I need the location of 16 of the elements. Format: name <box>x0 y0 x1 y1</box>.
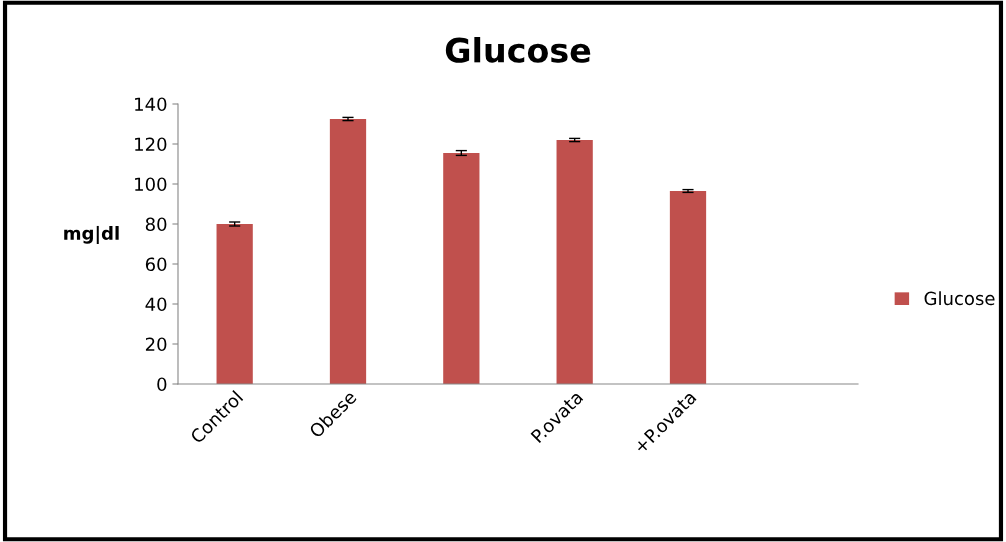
bar <box>556 140 593 384</box>
y-tick-label: 40 <box>145 297 167 312</box>
y-tick-label: 0 <box>157 377 167 392</box>
bar <box>216 224 253 384</box>
bar <box>669 191 707 384</box>
bar <box>329 119 367 384</box>
y-tick-label: 140 <box>135 97 167 112</box>
y-tick-label: 120 <box>135 137 167 152</box>
y-tick-label: 100 <box>135 177 167 192</box>
legend-label: Glucose <box>924 291 995 306</box>
y-tick-label: 80 <box>145 217 167 232</box>
y-tick-label: 60 <box>145 257 167 272</box>
y-tick-label: 20 <box>145 337 167 352</box>
bar <box>443 153 480 384</box>
y-axis-title: mg|dl <box>64 225 119 244</box>
chart-title: Glucose <box>445 37 591 63</box>
